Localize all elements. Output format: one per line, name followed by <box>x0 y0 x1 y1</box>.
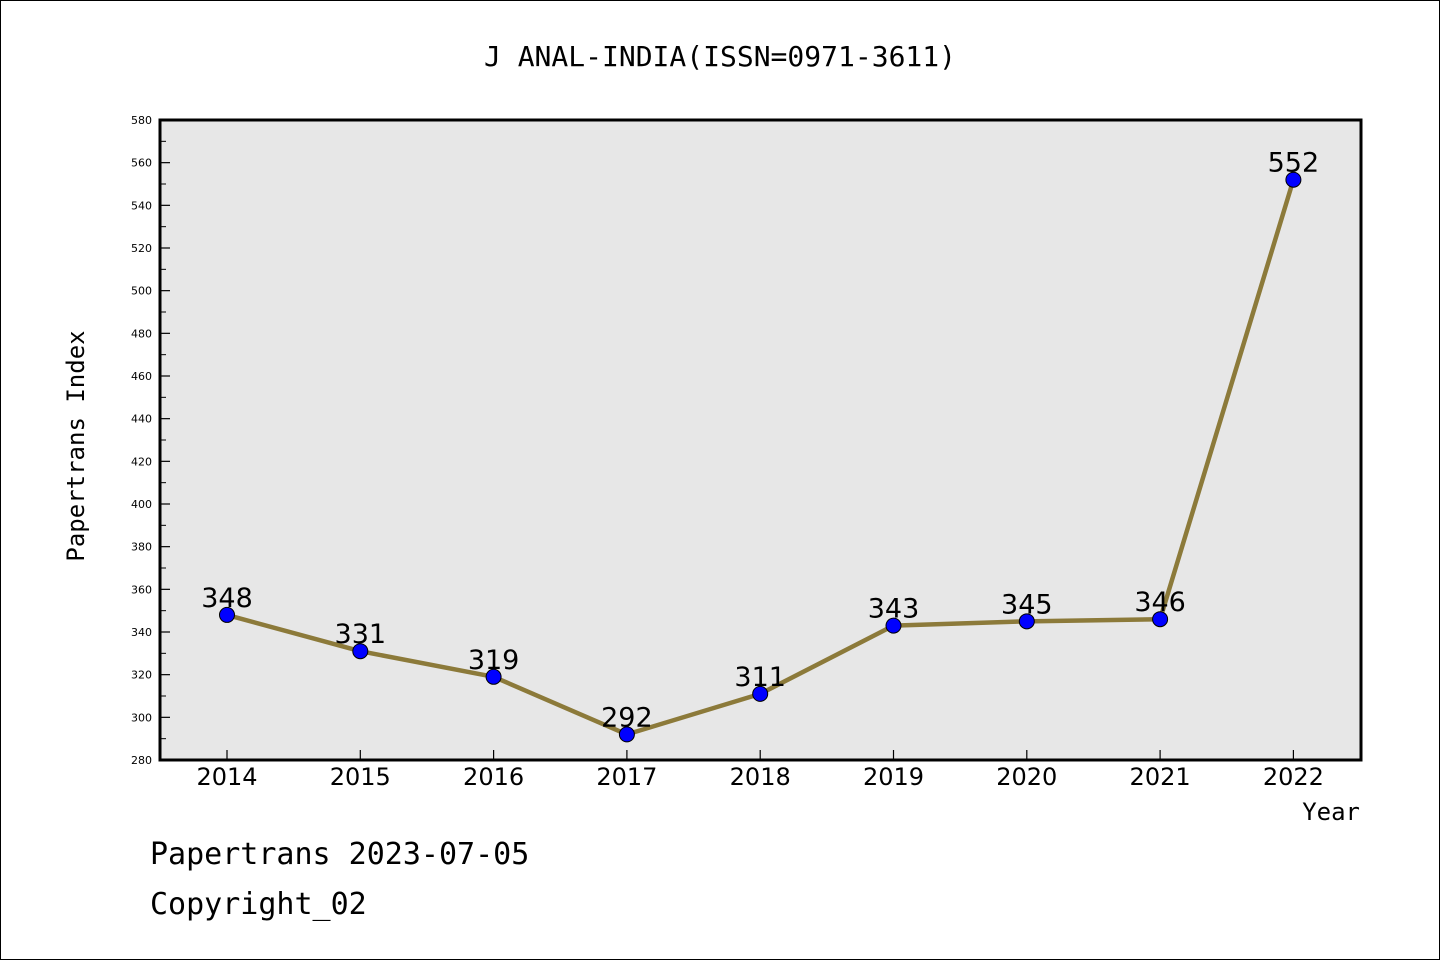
y-axis: 280 300 320 340 360 380 400 420 440 460 480 500 520 5… <box>131 114 170 767</box>
data-label: 345 <box>1001 589 1053 620</box>
data-label: 348 <box>201 583 253 614</box>
chart-title: J ANAL-INDIA(ISSN=0971-3611) <box>484 40 956 73</box>
x-tick-label: 2017 <box>596 763 657 791</box>
y-tick-label: 400 <box>131 498 152 511</box>
y-tick-label: 580 <box>131 114 152 127</box>
x-tick-label: 2015 <box>330 763 391 791</box>
data-point <box>1018 613 1035 630</box>
y-tick-label: 380 <box>131 541 152 554</box>
data-point <box>885 617 902 634</box>
y-tick-label: 520 <box>131 242 152 255</box>
y-tick-label: 320 <box>131 669 152 682</box>
data-point <box>1285 171 1302 188</box>
footer-copyright: Copyright_02 <box>150 887 367 922</box>
x-axis: 2014 2015 2016 2017 2018 2019 2020 2021 2022 <box>196 750 1324 791</box>
data-point <box>219 606 235 623</box>
data-label: 346 <box>1134 587 1186 618</box>
series-markers <box>219 171 1302 743</box>
data-point <box>1152 611 1169 628</box>
data-point <box>485 668 502 685</box>
data-label: 331 <box>335 619 387 650</box>
x-tick-label: 2016 <box>463 763 524 791</box>
data-label: 311 <box>734 662 786 693</box>
data-label: 319 <box>468 645 520 676</box>
data-label: 292 <box>601 702 653 733</box>
x-tick-label: 2022 <box>1263 763 1324 791</box>
y-tick-label: 300 <box>131 711 152 724</box>
data-label: 552 <box>1268 148 1320 179</box>
x-tick-label: 2018 <box>730 763 791 791</box>
y-tick-label: 340 <box>131 626 152 639</box>
x-tick-label: 2020 <box>996 763 1057 791</box>
data-point <box>752 685 769 702</box>
footer-date: Papertrans 2023-07-05 <box>150 837 529 872</box>
data-labels: 348 331 319 292 311 343 345 346 552 <box>201 148 1319 734</box>
y-tick-label: 460 <box>131 370 152 383</box>
y-tick-label: 480 <box>131 327 152 340</box>
y-tick-label: 500 <box>131 285 152 298</box>
x-tick-label: 2021 <box>1130 763 1191 791</box>
data-label: 343 <box>868 594 920 625</box>
y-tick-label: 280 <box>131 754 152 767</box>
x-tick-label: 2014 <box>196 763 257 791</box>
y-tick-label: 560 <box>131 157 152 170</box>
y-tick-label: 420 <box>131 455 152 468</box>
x-tick-label: 2019 <box>863 763 924 791</box>
data-point <box>352 643 369 660</box>
y-tick-label: 440 <box>131 413 152 426</box>
y-tick-label: 360 <box>131 583 152 596</box>
data-point <box>618 726 635 743</box>
x-axis-label: Year <box>1302 798 1360 826</box>
y-axis-label: Papertrans Index <box>62 330 90 561</box>
y-tick-label: 540 <box>131 199 152 212</box>
